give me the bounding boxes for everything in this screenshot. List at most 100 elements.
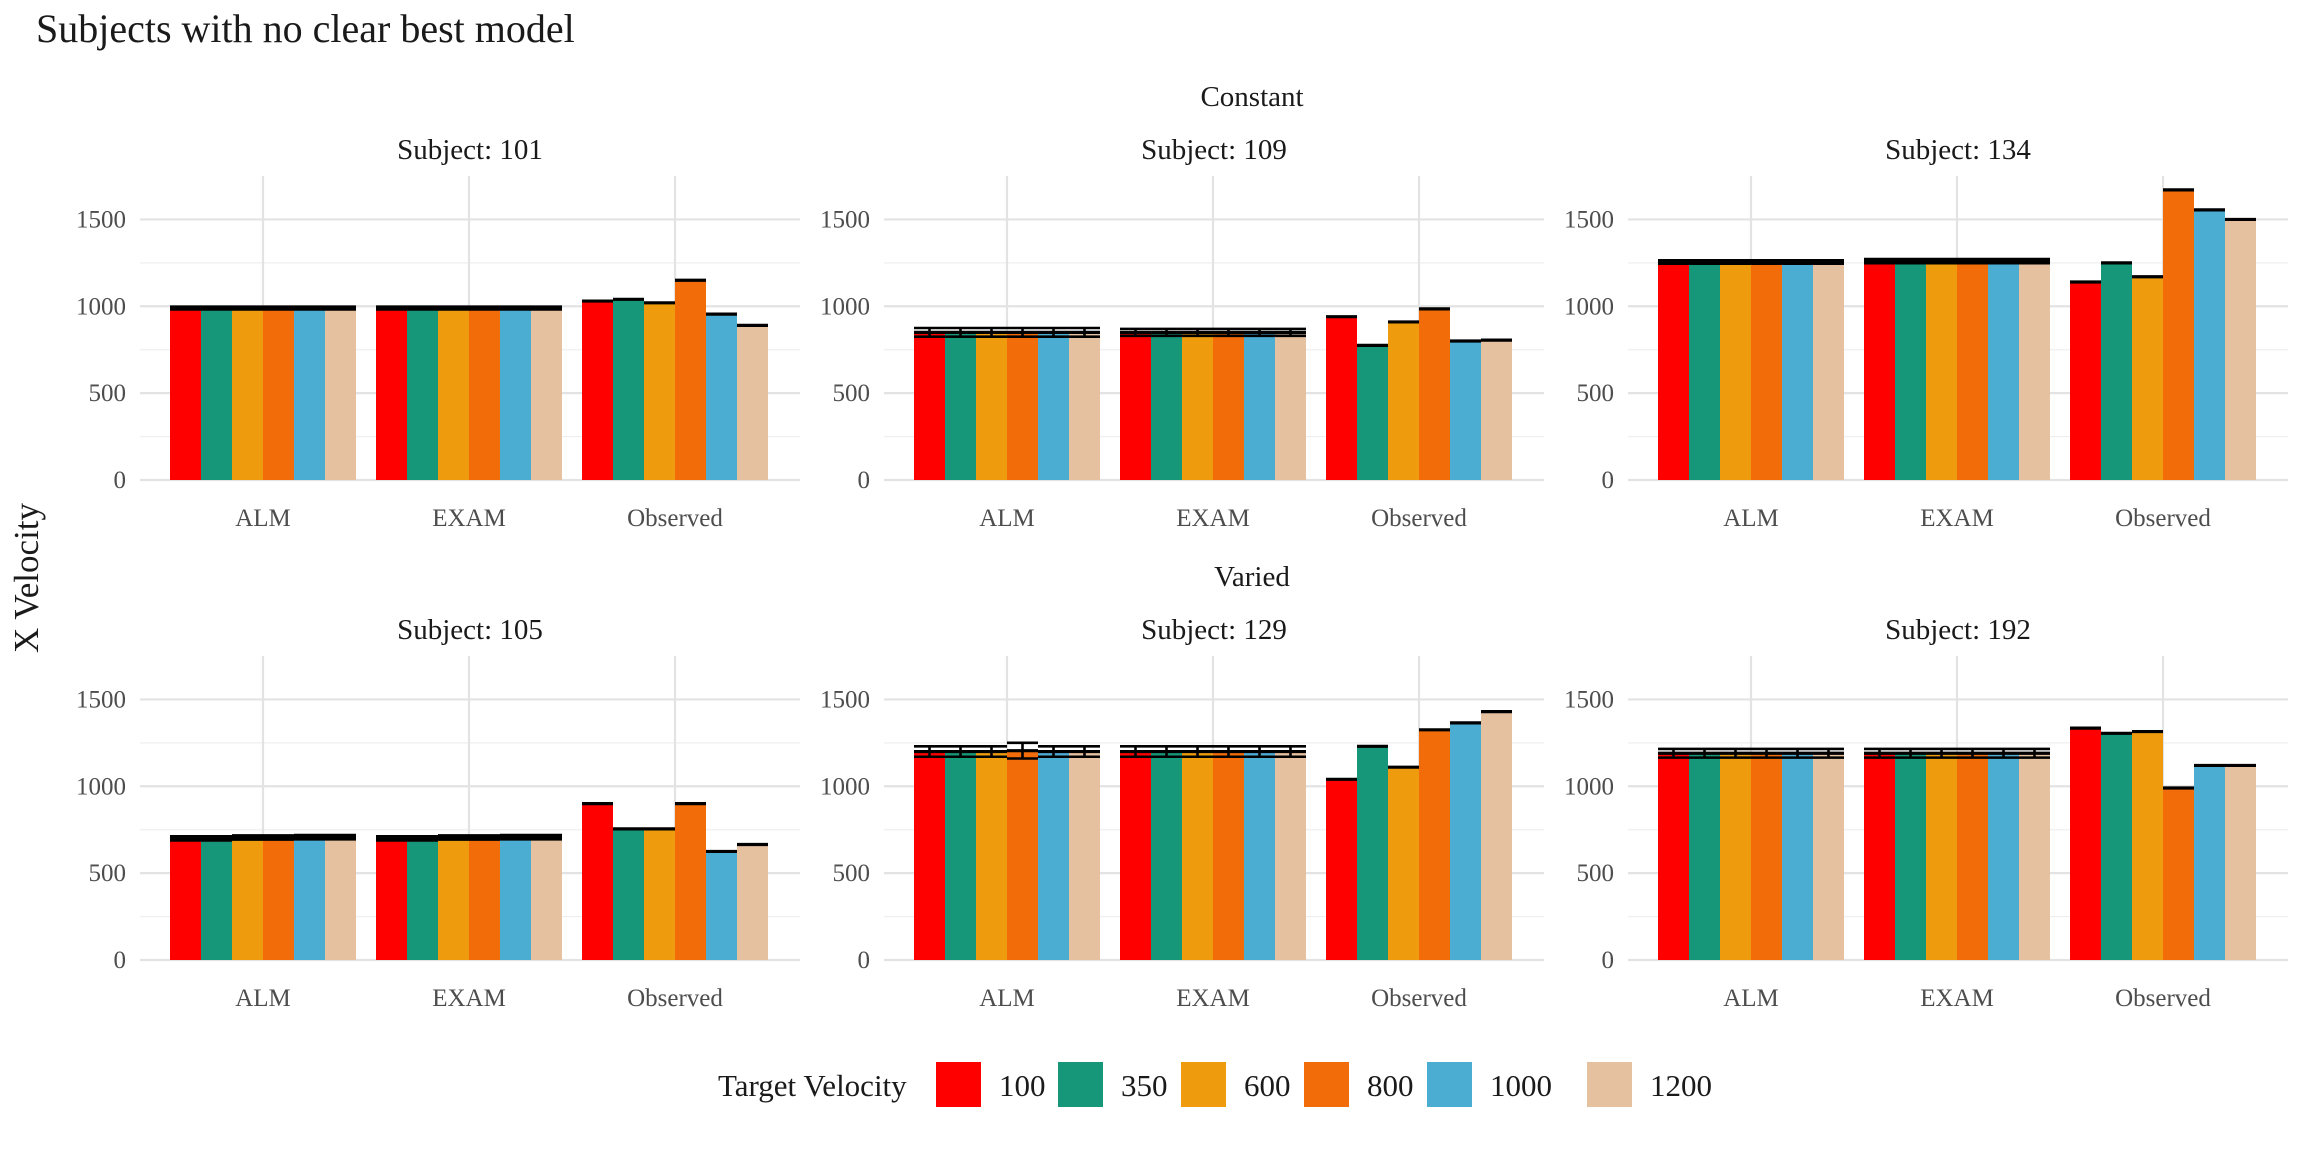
y-tick-label: 0 xyxy=(114,947,127,974)
error-bar xyxy=(1926,257,1957,265)
bar xyxy=(263,308,294,480)
bar xyxy=(1481,340,1512,480)
bar xyxy=(644,302,675,480)
bar xyxy=(1419,729,1450,960)
error-bar xyxy=(438,834,469,841)
bar xyxy=(170,308,201,480)
bar xyxy=(1751,753,1782,960)
bar xyxy=(1213,751,1244,960)
bar xyxy=(2194,765,2225,960)
panel-title: Subject: 109 xyxy=(1141,134,1287,166)
panel-title: Subject: 101 xyxy=(397,134,543,166)
bar xyxy=(2101,262,2132,480)
bar xyxy=(2225,765,2256,960)
facet-panel: Subject: 105 0 500 1000 1500 ALM EXAM Observed xyxy=(76,614,800,1012)
y-tick-label: 1500 xyxy=(76,206,126,233)
bar xyxy=(170,838,201,960)
bar xyxy=(1895,753,1926,960)
error-bar xyxy=(1658,747,1689,759)
bar xyxy=(1782,753,1813,960)
x-tick-label: ALM xyxy=(1723,505,1779,532)
legend-title: Target Velocity xyxy=(718,1068,907,1103)
error-bar xyxy=(170,835,201,842)
error-bar xyxy=(2019,257,2050,265)
bar xyxy=(2070,728,2101,960)
error-bar xyxy=(1213,327,1244,338)
error-bar xyxy=(1720,258,1751,266)
y-tick-label: 1000 xyxy=(820,773,870,800)
error-bar xyxy=(500,833,531,841)
bar xyxy=(1658,261,1689,480)
y-tick-label: 1000 xyxy=(1564,293,1614,320)
bar xyxy=(582,301,613,480)
error-bar xyxy=(232,834,263,841)
bar xyxy=(1895,261,1926,480)
bar xyxy=(500,837,531,960)
bar xyxy=(1038,332,1069,480)
bar xyxy=(1357,746,1388,960)
bar xyxy=(407,838,438,960)
error-bar xyxy=(1988,257,2019,265)
legend-label: 800 xyxy=(1367,1068,1414,1103)
bar xyxy=(294,837,325,960)
bar xyxy=(2019,261,2050,480)
x-tick-label: EXAM xyxy=(1920,985,1994,1012)
error-bar xyxy=(1007,741,1038,760)
y-tick-label: 1500 xyxy=(820,686,870,713)
legend-swatch xyxy=(1304,1062,1349,1107)
error-bar xyxy=(1182,327,1213,338)
y-tick-label: 0 xyxy=(114,467,127,494)
bar xyxy=(706,314,737,480)
x-tick-label: Observed xyxy=(627,505,723,532)
bar xyxy=(2163,189,2194,480)
bar xyxy=(1182,751,1213,960)
bar xyxy=(2132,276,2163,480)
error-bar xyxy=(1244,327,1275,338)
error-bar xyxy=(1244,745,1275,759)
bar xyxy=(1151,332,1182,480)
bar xyxy=(1689,261,1720,480)
bar xyxy=(469,308,500,480)
x-tick-label: EXAM xyxy=(432,985,506,1012)
bar xyxy=(1244,332,1275,480)
bar xyxy=(2225,219,2256,480)
error-bar xyxy=(294,833,325,841)
bar xyxy=(2101,733,2132,960)
error-bar xyxy=(1689,747,1720,759)
error-bar xyxy=(1275,327,1306,338)
facet-strip-label: Varied xyxy=(1214,561,1290,593)
y-axis-label: X Velocity xyxy=(7,502,46,653)
bar xyxy=(1388,767,1419,960)
error-bar xyxy=(914,745,945,759)
panel-title: Subject: 192 xyxy=(1885,614,2031,646)
x-tick-label: Observed xyxy=(627,985,723,1012)
y-tick-label: 1500 xyxy=(1564,686,1614,713)
error-bar xyxy=(1988,747,2019,759)
legend-label: 100 xyxy=(999,1068,1046,1103)
bar xyxy=(675,803,706,960)
bar xyxy=(1689,753,1720,960)
legend-items: 100 350 600 800 1000 1200 xyxy=(936,1062,1712,1107)
error-bar xyxy=(914,326,945,338)
x-tick-label: ALM xyxy=(979,985,1035,1012)
bar xyxy=(1326,779,1357,960)
bar xyxy=(1326,316,1357,480)
legend-swatch xyxy=(1587,1062,1632,1107)
bar xyxy=(1151,751,1182,960)
error-bar xyxy=(232,305,263,311)
error-bar xyxy=(1751,258,1782,266)
bar xyxy=(325,837,356,960)
bar xyxy=(945,332,976,480)
bar xyxy=(1182,332,1213,480)
error-bar xyxy=(376,305,407,311)
x-tick-label: EXAM xyxy=(1920,505,1994,532)
error-bar xyxy=(500,305,531,311)
x-tick-label: ALM xyxy=(235,985,291,1012)
error-bar xyxy=(1038,326,1069,338)
y-tick-label: 500 xyxy=(833,380,871,407)
bar xyxy=(1450,341,1481,480)
bar xyxy=(263,837,294,960)
legend-label: 1200 xyxy=(1650,1068,1712,1103)
bar xyxy=(1007,332,1038,480)
